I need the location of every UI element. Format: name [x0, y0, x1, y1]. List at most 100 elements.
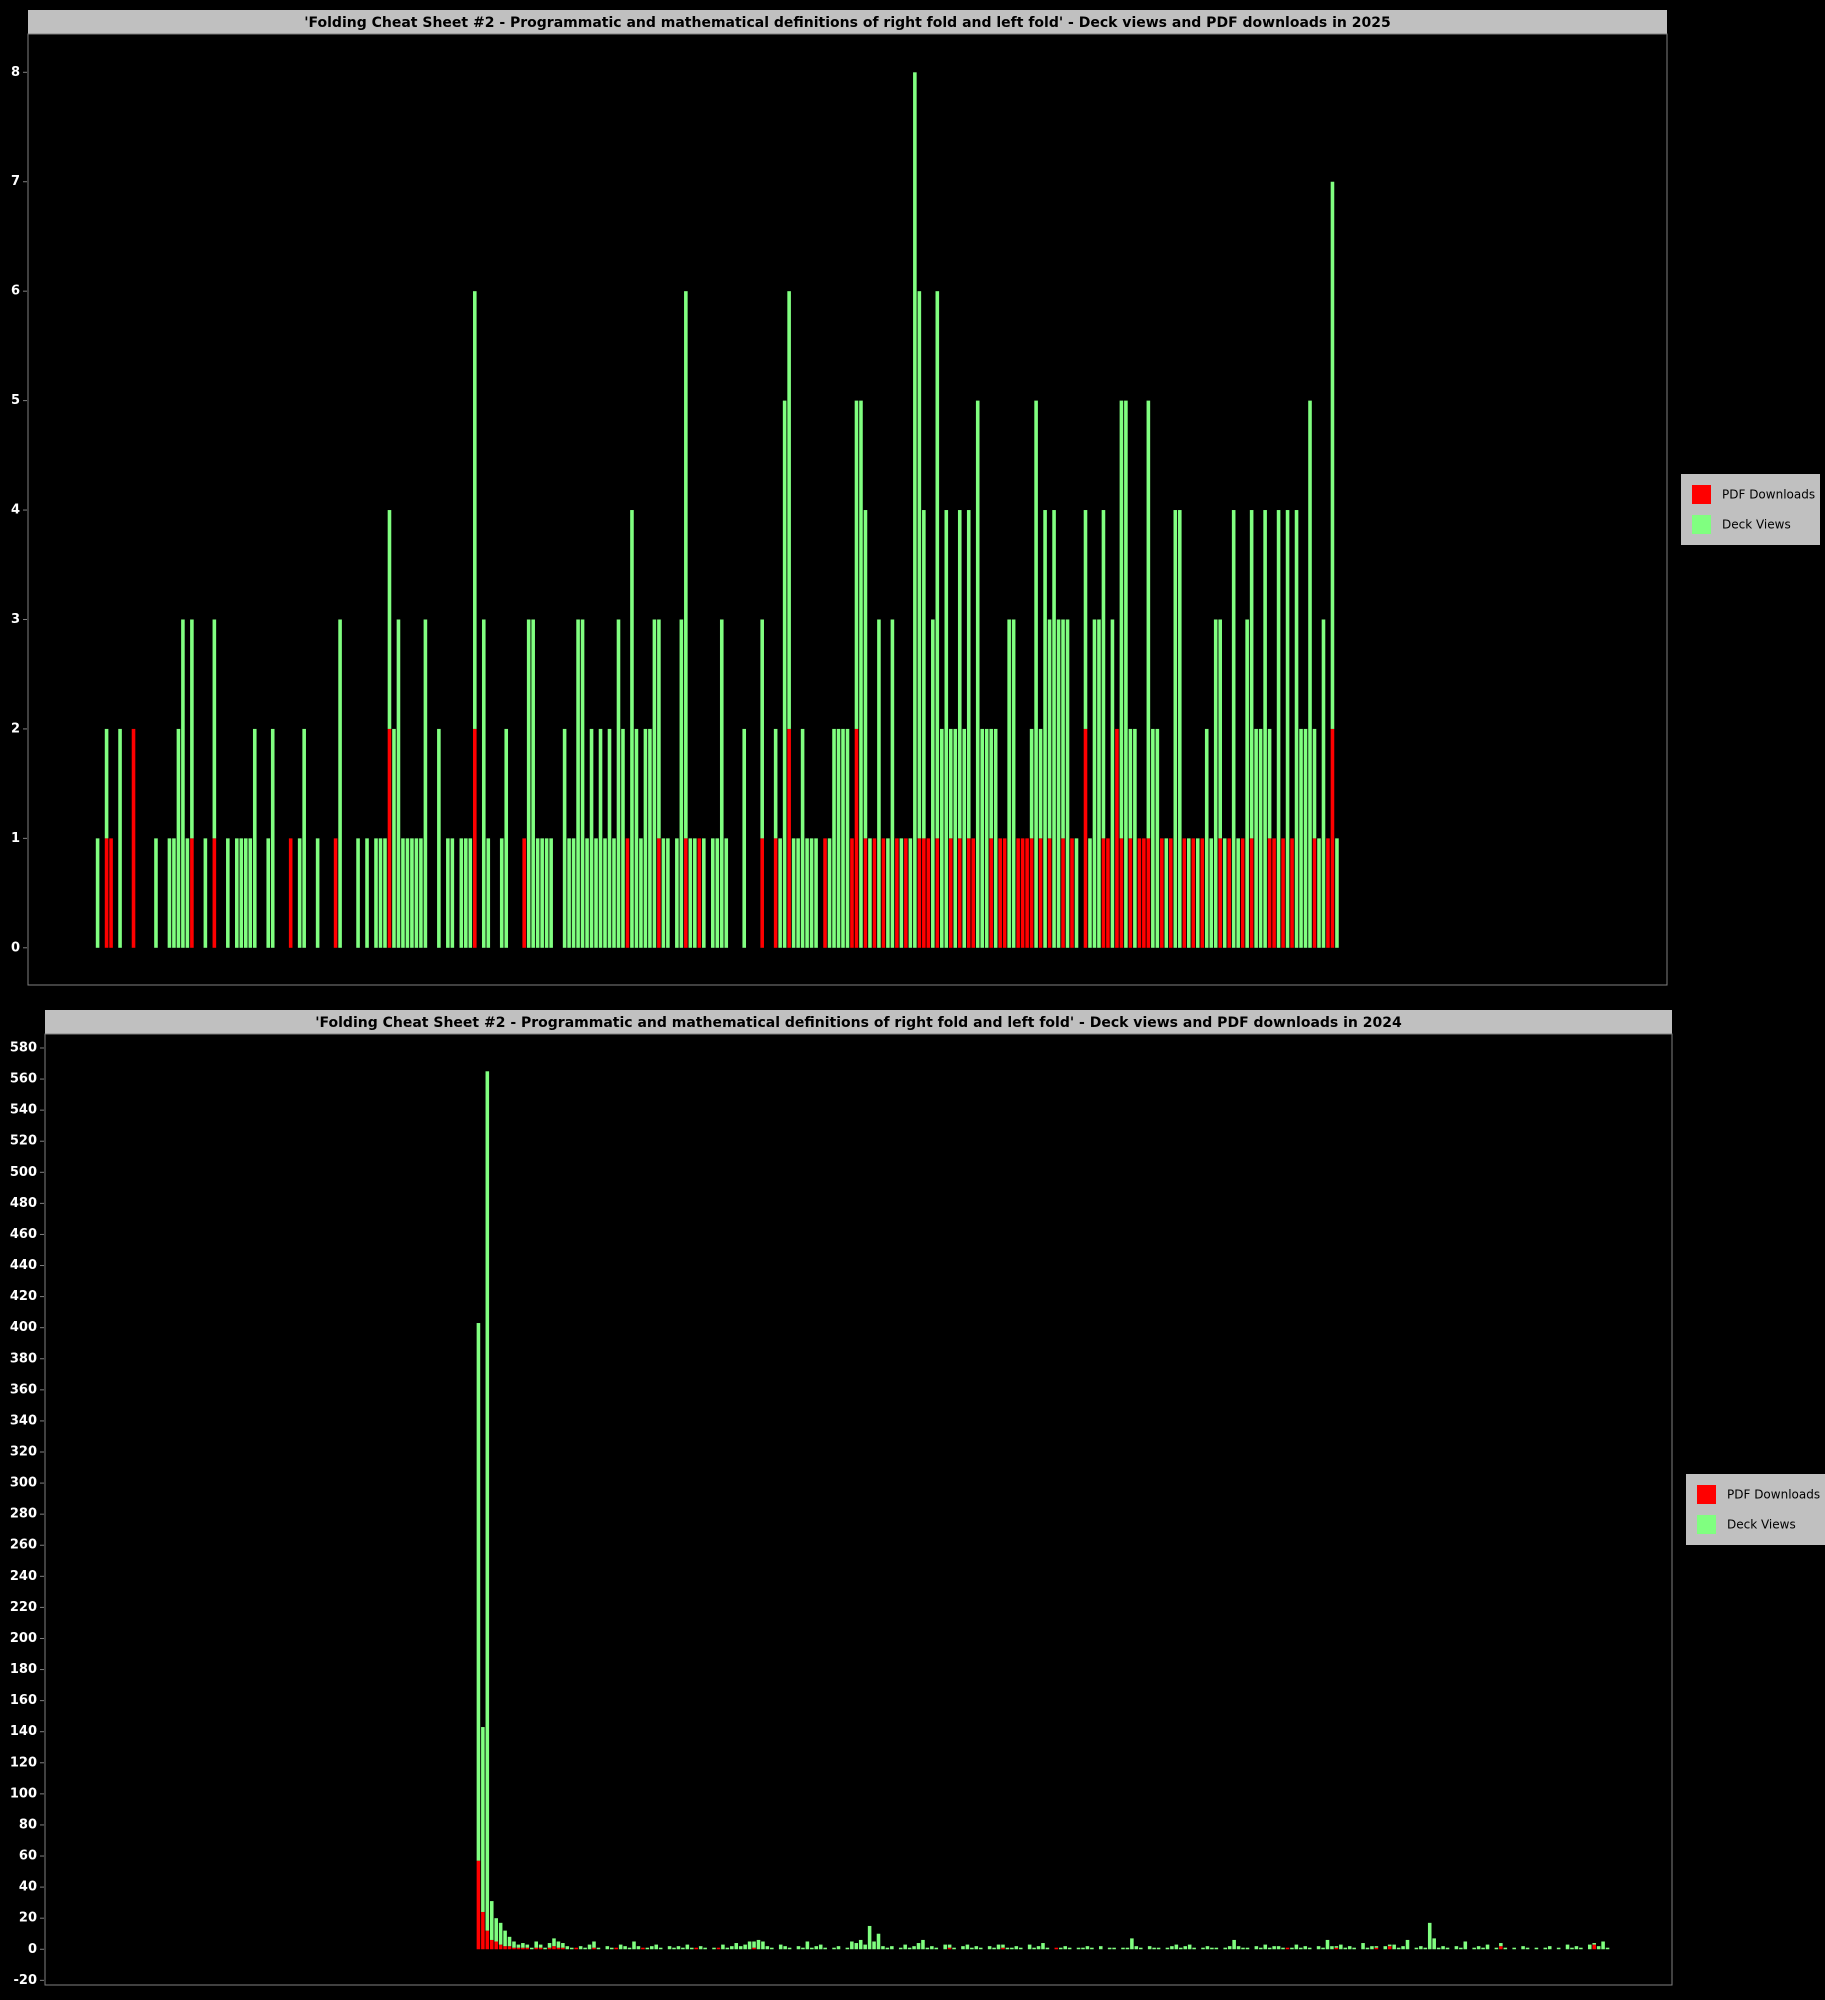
bar-segment [1130, 1938, 1134, 1950]
bar-segment [1543, 1947, 1548, 1950]
bar-segment [1459, 1947, 1463, 1950]
bar-segment [521, 1947, 525, 1950]
bar-segment [252, 728, 257, 948]
bar-segment [810, 1947, 814, 1950]
bar-segment [1241, 1947, 1245, 1950]
bar-segment [657, 619, 661, 839]
bar-segment [401, 838, 405, 948]
bar-segment [1512, 1947, 1516, 1950]
bar-segment [974, 1946, 979, 1950]
y-tick-label: 140 [10, 1724, 37, 1739]
bar-segment [667, 1946, 672, 1950]
bar-segment [1432, 1938, 1436, 1950]
bar-segment [1547, 1946, 1552, 1950]
bar-segment [1454, 1946, 1459, 1950]
bar-segment [1170, 1946, 1174, 1950]
bar-segment [703, 1947, 707, 1950]
bar-segment [1218, 619, 1223, 839]
bar-segment [971, 838, 976, 948]
bar-segment [850, 1941, 854, 1950]
bar-segment [760, 619, 764, 839]
bar-segment [1187, 1944, 1192, 1950]
bar-segment [525, 1947, 530, 1950]
bar-segment [605, 1946, 610, 1950]
bar-segment [944, 510, 949, 948]
bar-segment [643, 728, 648, 948]
bar-segment [1565, 1944, 1570, 1950]
bar-segment [302, 728, 306, 948]
chart-title: 'Folding Cheat Sheet #2 - Programmatic a… [315, 1015, 1402, 1031]
bar-segment [1299, 1947, 1303, 1950]
bar-segment [1101, 510, 1106, 839]
bar-segment [547, 1943, 552, 1948]
bar-segment [1370, 1946, 1374, 1950]
bar-segment [1574, 1946, 1579, 1950]
bar-segment [1445, 1947, 1450, 1950]
bar-segment [1392, 1944, 1396, 1950]
bar-segment [1245, 1947, 1250, 1950]
bar-segment [526, 619, 531, 948]
y-tick-label: 500 [10, 1165, 37, 1180]
bar-segment [489, 1901, 494, 1940]
bar-segment [1001, 1947, 1005, 1950]
bar-segment [485, 1071, 490, 1931]
bar-segment [885, 1947, 890, 1950]
bar-segment [876, 1933, 881, 1950]
y-tick-label: 1 [11, 831, 20, 846]
bar-segment [1119, 400, 1124, 839]
bar-segment [1124, 400, 1128, 948]
bar-segment [980, 728, 985, 948]
bar-segment [1083, 728, 1088, 948]
bar-segment [387, 510, 392, 729]
bar-segment [961, 1946, 965, 1950]
bar-segment [489, 1939, 494, 1950]
bar-segment [1043, 510, 1047, 948]
bar-segment [423, 619, 428, 948]
bar-segment [1321, 619, 1326, 948]
bar-segment [922, 510, 926, 839]
bar-segment [1245, 619, 1249, 948]
bar-segment [607, 728, 612, 948]
bar-segment [814, 838, 818, 948]
bar-segment [1596, 1946, 1601, 1950]
bar-segment [396, 619, 401, 948]
bar-segment [1352, 1947, 1356, 1950]
bar-segment [1061, 838, 1065, 948]
bar-segment [1227, 838, 1231, 948]
bar-segment [1014, 1946, 1019, 1950]
bar-segment [1325, 1939, 1330, 1950]
bar-segment [926, 838, 931, 948]
bar-segment [730, 1946, 734, 1950]
bar-segment [676, 1946, 681, 1950]
bar-segment [922, 838, 926, 948]
bar-segment [1195, 838, 1200, 948]
bar-segment [1303, 1946, 1308, 1950]
bar-segment [1312, 838, 1317, 948]
bar-segment [365, 838, 369, 948]
bar-segment [172, 838, 176, 948]
bar-segment [585, 838, 589, 948]
bar-segment [1290, 838, 1294, 948]
bar-segment [966, 838, 971, 948]
y-tick-label: 300 [10, 1476, 37, 1491]
bar-segment [681, 1947, 685, 1950]
bar-segment [1263, 1944, 1268, 1950]
y-tick-label: 220 [10, 1600, 37, 1615]
bar-segment [472, 291, 477, 729]
bar-segment [498, 1944, 503, 1950]
bar-segment [778, 838, 782, 948]
bar-segment [1254, 1946, 1259, 1950]
bar-segment [549, 838, 553, 948]
title-bar [28, 10, 1667, 34]
bar-segment [832, 1947, 836, 1950]
bar-segment [712, 1947, 716, 1950]
bar-segment [154, 838, 158, 948]
bar-segment [446, 838, 450, 948]
legend: PDF Downloads Deck Views [1686, 1474, 1825, 1545]
bar-segment [916, 1943, 921, 1950]
y-tick-label: 0 [28, 1942, 37, 1957]
bar-segment [1556, 1947, 1561, 1950]
bar-segment [1472, 1947, 1476, 1950]
